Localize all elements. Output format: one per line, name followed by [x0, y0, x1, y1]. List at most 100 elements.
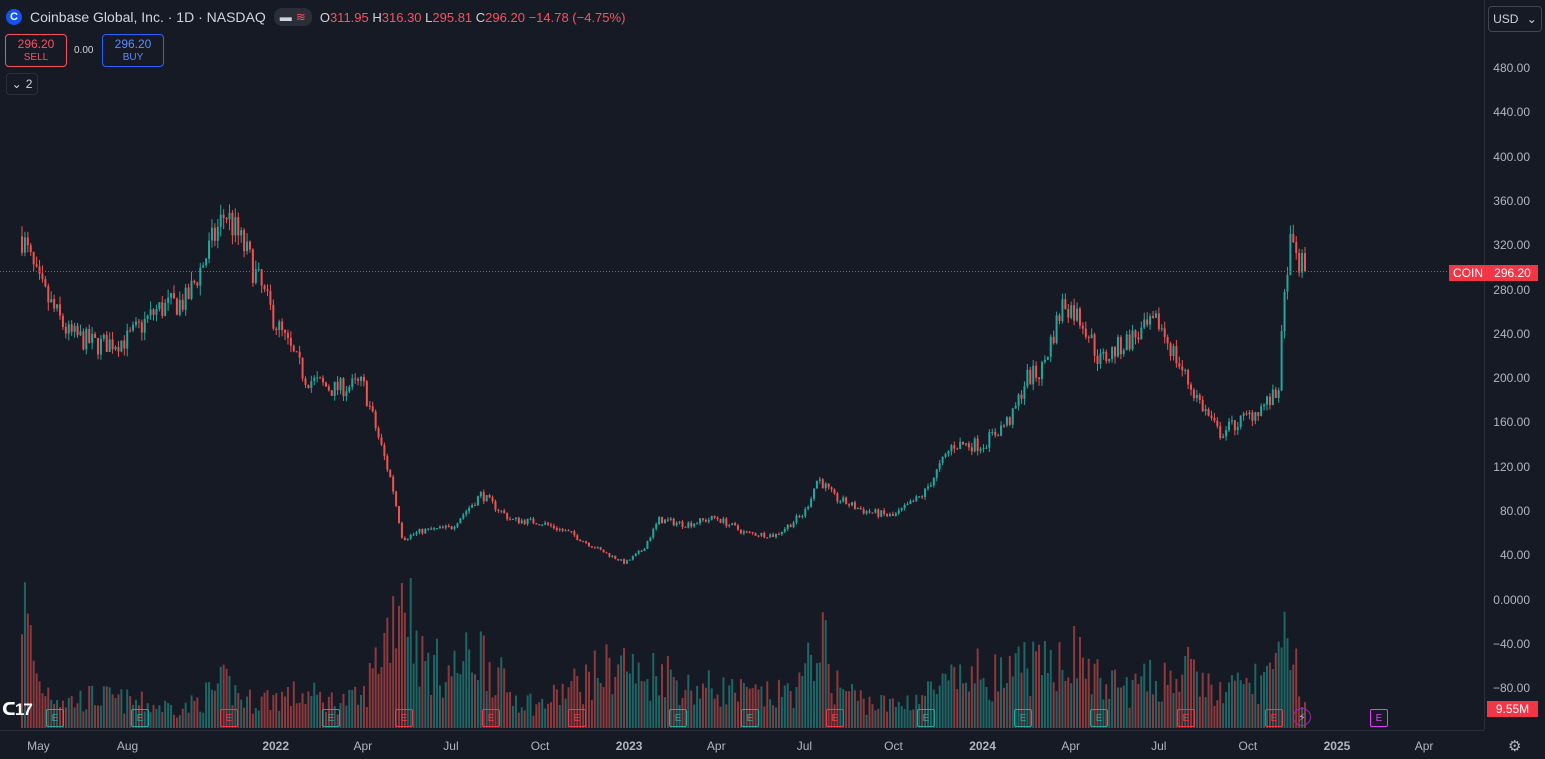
sell-button[interactable]: 296.20 SELL — [5, 34, 67, 67]
volume-bar — [918, 703, 921, 728]
price-axis[interactable]: 480.00 440.00 400.00 360.00 320.00 280.00 240.… — [1484, 0, 1545, 730]
volume-bar — [807, 642, 810, 728]
volume-bar — [85, 709, 88, 728]
candle-body — [839, 501, 842, 503]
ohlc-values: O311.95 H316.30 L295.81 C296.20 −14.78 (… — [319, 9, 626, 25]
tradingview-logo-icon[interactable]: ᑕ17 — [2, 700, 33, 719]
time-axis-label: Apr — [353, 739, 373, 753]
candle-body — [47, 286, 50, 303]
volume-bar — [564, 698, 567, 728]
candle-body — [1187, 370, 1190, 385]
volume-bar — [1248, 682, 1251, 728]
candle-body — [240, 230, 243, 236]
candle-body — [278, 321, 281, 330]
volume-bar — [1286, 638, 1289, 728]
volume-bar — [868, 696, 871, 728]
candle-body — [810, 498, 813, 507]
earnings-marker-icon[interactable]: E — [322, 709, 340, 727]
volume-bar — [585, 664, 588, 728]
candle-body — [514, 517, 517, 519]
earnings-marker-icon[interactable]: E — [669, 709, 687, 727]
volume-bar — [289, 705, 292, 728]
candle-body — [1304, 253, 1306, 272]
symbol-legend: C Coinbase Global, Inc. · 1D · NASDAQ ▬ … — [6, 8, 625, 26]
volume-bar — [406, 636, 409, 728]
candle-body — [473, 505, 476, 507]
candle-body — [1219, 426, 1222, 438]
volume-bar — [599, 683, 602, 728]
currency-select[interactable]: USD ⌄ — [1488, 6, 1542, 32]
candle-body — [210, 227, 213, 241]
legend-toggle[interactable]: ▬ ≋ — [273, 8, 312, 26]
time-axis[interactable]: May Aug 2022 Apr Jul Oct 2023 Apr Jul Oct 2024 Apr J… — [0, 730, 1484, 759]
volume-bar — [494, 695, 497, 728]
earnings-marker-icon[interactable]: E — [395, 709, 413, 727]
volume-bar — [1295, 648, 1298, 728]
candle-body — [1266, 396, 1269, 405]
volume-bar — [824, 620, 827, 728]
symbol-title[interactable]: Coinbase Global, Inc. · 1D · NASDAQ — [30, 9, 266, 25]
earnings-marker-icon[interactable]: E — [741, 709, 759, 727]
candle-body — [447, 525, 450, 527]
candle-body — [462, 514, 465, 519]
earnings-marker-icon[interactable]: E — [1014, 709, 1032, 727]
candle-body — [164, 302, 167, 316]
candle-body — [544, 522, 547, 525]
candle-body — [1078, 308, 1081, 326]
volume-bar — [909, 710, 912, 728]
earnings-marker-icon[interactable]: E — [46, 709, 64, 727]
earnings-marker-icon[interactable]: E — [568, 709, 586, 727]
earnings-marker-icon[interactable]: E — [1177, 709, 1195, 727]
candle-body — [646, 541, 649, 549]
candle-body — [108, 339, 111, 352]
volume-bar — [1184, 656, 1187, 728]
volume-bar — [468, 649, 471, 728]
candle-body — [117, 346, 120, 352]
earnings-marker-icon[interactable]: E — [917, 709, 935, 727]
candle-body — [351, 378, 354, 387]
wave-icon[interactable]: ≋ — [295, 10, 306, 24]
earnings-marker-icon[interactable]: E — [1370, 709, 1388, 727]
earnings-marker-icon[interactable]: E — [1265, 709, 1283, 727]
volume-bar — [240, 699, 243, 728]
candle-body — [845, 497, 848, 505]
volume-bar — [678, 704, 681, 728]
candle-body — [272, 304, 275, 329]
price-axis-label: −80.00 — [1492, 681, 1530, 696]
chevron-down-icon: ⌄ — [11, 77, 22, 91]
candle-body — [488, 495, 491, 498]
volume-bar — [511, 705, 514, 728]
candle-body — [96, 337, 99, 355]
earnings-marker-icon[interactable]: E — [482, 709, 500, 727]
earnings-marker-icon[interactable]: E — [1090, 709, 1108, 727]
volume-bar — [997, 691, 1000, 728]
volume-bar — [137, 705, 140, 728]
candle-body — [421, 529, 424, 534]
buy-button[interactable]: 296.20 BUY — [102, 34, 164, 67]
candle-body — [26, 237, 29, 246]
candle-body — [1233, 420, 1236, 431]
gear-icon[interactable]: ⚙ — [1508, 738, 1522, 755]
earnings-marker-icon[interactable]: E — [131, 709, 149, 727]
price-chart[interactable] — [0, 0, 1484, 730]
candle-body — [292, 345, 295, 352]
candle-body — [1175, 346, 1178, 364]
volume-bar — [193, 700, 196, 728]
volume-bar — [398, 605, 401, 728]
time-axis-label: 2024 — [969, 739, 996, 753]
candle-body — [170, 293, 173, 298]
candle-body — [549, 524, 552, 526]
candle-body — [58, 304, 61, 316]
indicators-collapse-button[interactable]: ⌄ 2 — [6, 73, 38, 95]
lightning-icon[interactable]: ⚡ — [1293, 708, 1311, 726]
volume-bar — [278, 710, 281, 728]
candle-body — [187, 287, 190, 299]
volume-bar — [1201, 672, 1204, 728]
candle-body — [327, 386, 330, 391]
earnings-marker-icon[interactable]: E — [826, 709, 844, 727]
volume-bar — [327, 696, 330, 728]
eye-icon[interactable]: ▬ — [279, 10, 292, 24]
earnings-marker-icon[interactable]: E — [220, 709, 238, 727]
volume-bar — [722, 677, 725, 728]
candle-body — [643, 548, 646, 552]
